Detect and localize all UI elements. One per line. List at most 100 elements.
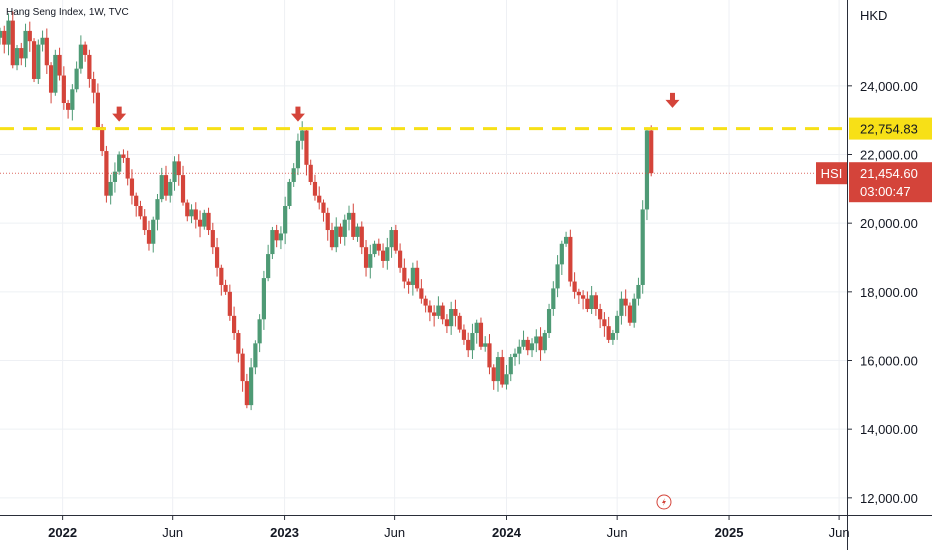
candle	[227, 284, 232, 321]
candle	[406, 278, 411, 294]
candle-body	[125, 157, 130, 179]
candle-body	[270, 230, 275, 255]
candle-body	[555, 264, 560, 289]
candle-body	[266, 254, 271, 279]
candle	[636, 277, 641, 306]
candle-body	[274, 230, 279, 241]
candle-body	[83, 44, 88, 55]
candle	[500, 349, 505, 388]
candle-body	[512, 353, 518, 358]
candle	[78, 35, 83, 74]
y-tick-label: 20,000.00	[860, 216, 918, 231]
candle-body	[606, 326, 611, 340]
candle	[602, 312, 607, 337]
candle	[410, 262, 415, 296]
candle	[253, 340, 258, 375]
down-arrow	[290, 106, 305, 122]
candle	[563, 231, 569, 247]
candle-body	[644, 130, 650, 210]
candle	[206, 207, 211, 236]
candle-body	[419, 288, 424, 299]
candle	[334, 217, 339, 253]
candle	[270, 226, 275, 260]
candle	[325, 207, 330, 241]
candle	[397, 243, 403, 273]
candle	[223, 279, 228, 295]
candle	[415, 260, 420, 292]
candle	[189, 204, 194, 224]
candle-body	[517, 346, 522, 354]
candle-body	[640, 209, 645, 285]
candle	[538, 327, 543, 361]
candle	[542, 329, 547, 354]
candle	[632, 293, 637, 328]
candle-body	[44, 37, 49, 66]
current-price-tag: 21,454.60 03:00:47	[849, 162, 932, 203]
candle-body	[529, 343, 535, 351]
candle	[376, 238, 381, 256]
candle	[108, 174, 113, 205]
candle-body	[457, 315, 462, 330]
candle	[581, 290, 586, 310]
candle-body	[2, 30, 7, 45]
candle-body	[478, 322, 484, 347]
candle	[180, 165, 186, 206]
candle-body	[57, 54, 62, 76]
price-tag-countdown: 03:00:47	[860, 184, 911, 199]
candle-body	[70, 89, 75, 110]
candle-body	[491, 367, 496, 382]
candle-body	[402, 267, 407, 282]
currency-label: HKD	[860, 8, 887, 23]
candle	[87, 49, 92, 88]
candle-body	[168, 181, 173, 196]
candle-body	[619, 298, 624, 316]
down-arrow-shaft	[669, 92, 675, 101]
candle-body	[227, 291, 232, 316]
candle-body	[31, 41, 37, 79]
candle	[478, 317, 484, 350]
candle	[274, 224, 279, 248]
x-tick-label: 2024	[492, 525, 522, 540]
candle-body	[598, 309, 603, 320]
candle-body	[559, 243, 564, 265]
candle-body	[632, 298, 637, 323]
y-tick-label: 16,000.00	[860, 354, 918, 369]
candle-body	[19, 48, 24, 59]
candle	[240, 348, 245, 392]
x-tick-label: 2023	[270, 525, 299, 540]
candle-body	[627, 305, 633, 323]
candle-body	[172, 161, 177, 182]
y-tick-label: 22,000.00	[860, 148, 918, 163]
y-tick-label: 14,000.00	[860, 422, 918, 437]
candle-body	[78, 44, 83, 69]
candle-body	[355, 226, 360, 237]
candle	[134, 192, 139, 217]
candle	[214, 237, 220, 277]
candle	[589, 285, 594, 314]
candle-body	[159, 175, 164, 200]
candle-body	[334, 226, 339, 248]
candle	[185, 199, 190, 222]
candle	[598, 303, 603, 329]
candle-body	[423, 298, 428, 306]
candle-body	[572, 281, 577, 292]
candle	[231, 306, 237, 340]
candle-body	[151, 219, 156, 244]
candle	[138, 200, 143, 220]
candle	[155, 193, 160, 231]
candle	[66, 99, 71, 119]
candle	[606, 316, 611, 343]
candle-body	[219, 267, 224, 285]
candle-body	[444, 319, 450, 327]
candle-body	[551, 288, 556, 309]
candle-body	[287, 181, 292, 206]
candle-body	[253, 343, 258, 368]
candle	[159, 167, 164, 203]
candle	[521, 330, 526, 350]
candle	[112, 162, 118, 193]
candle-body	[112, 171, 118, 182]
candle-body	[185, 202, 190, 217]
candle	[359, 221, 364, 255]
